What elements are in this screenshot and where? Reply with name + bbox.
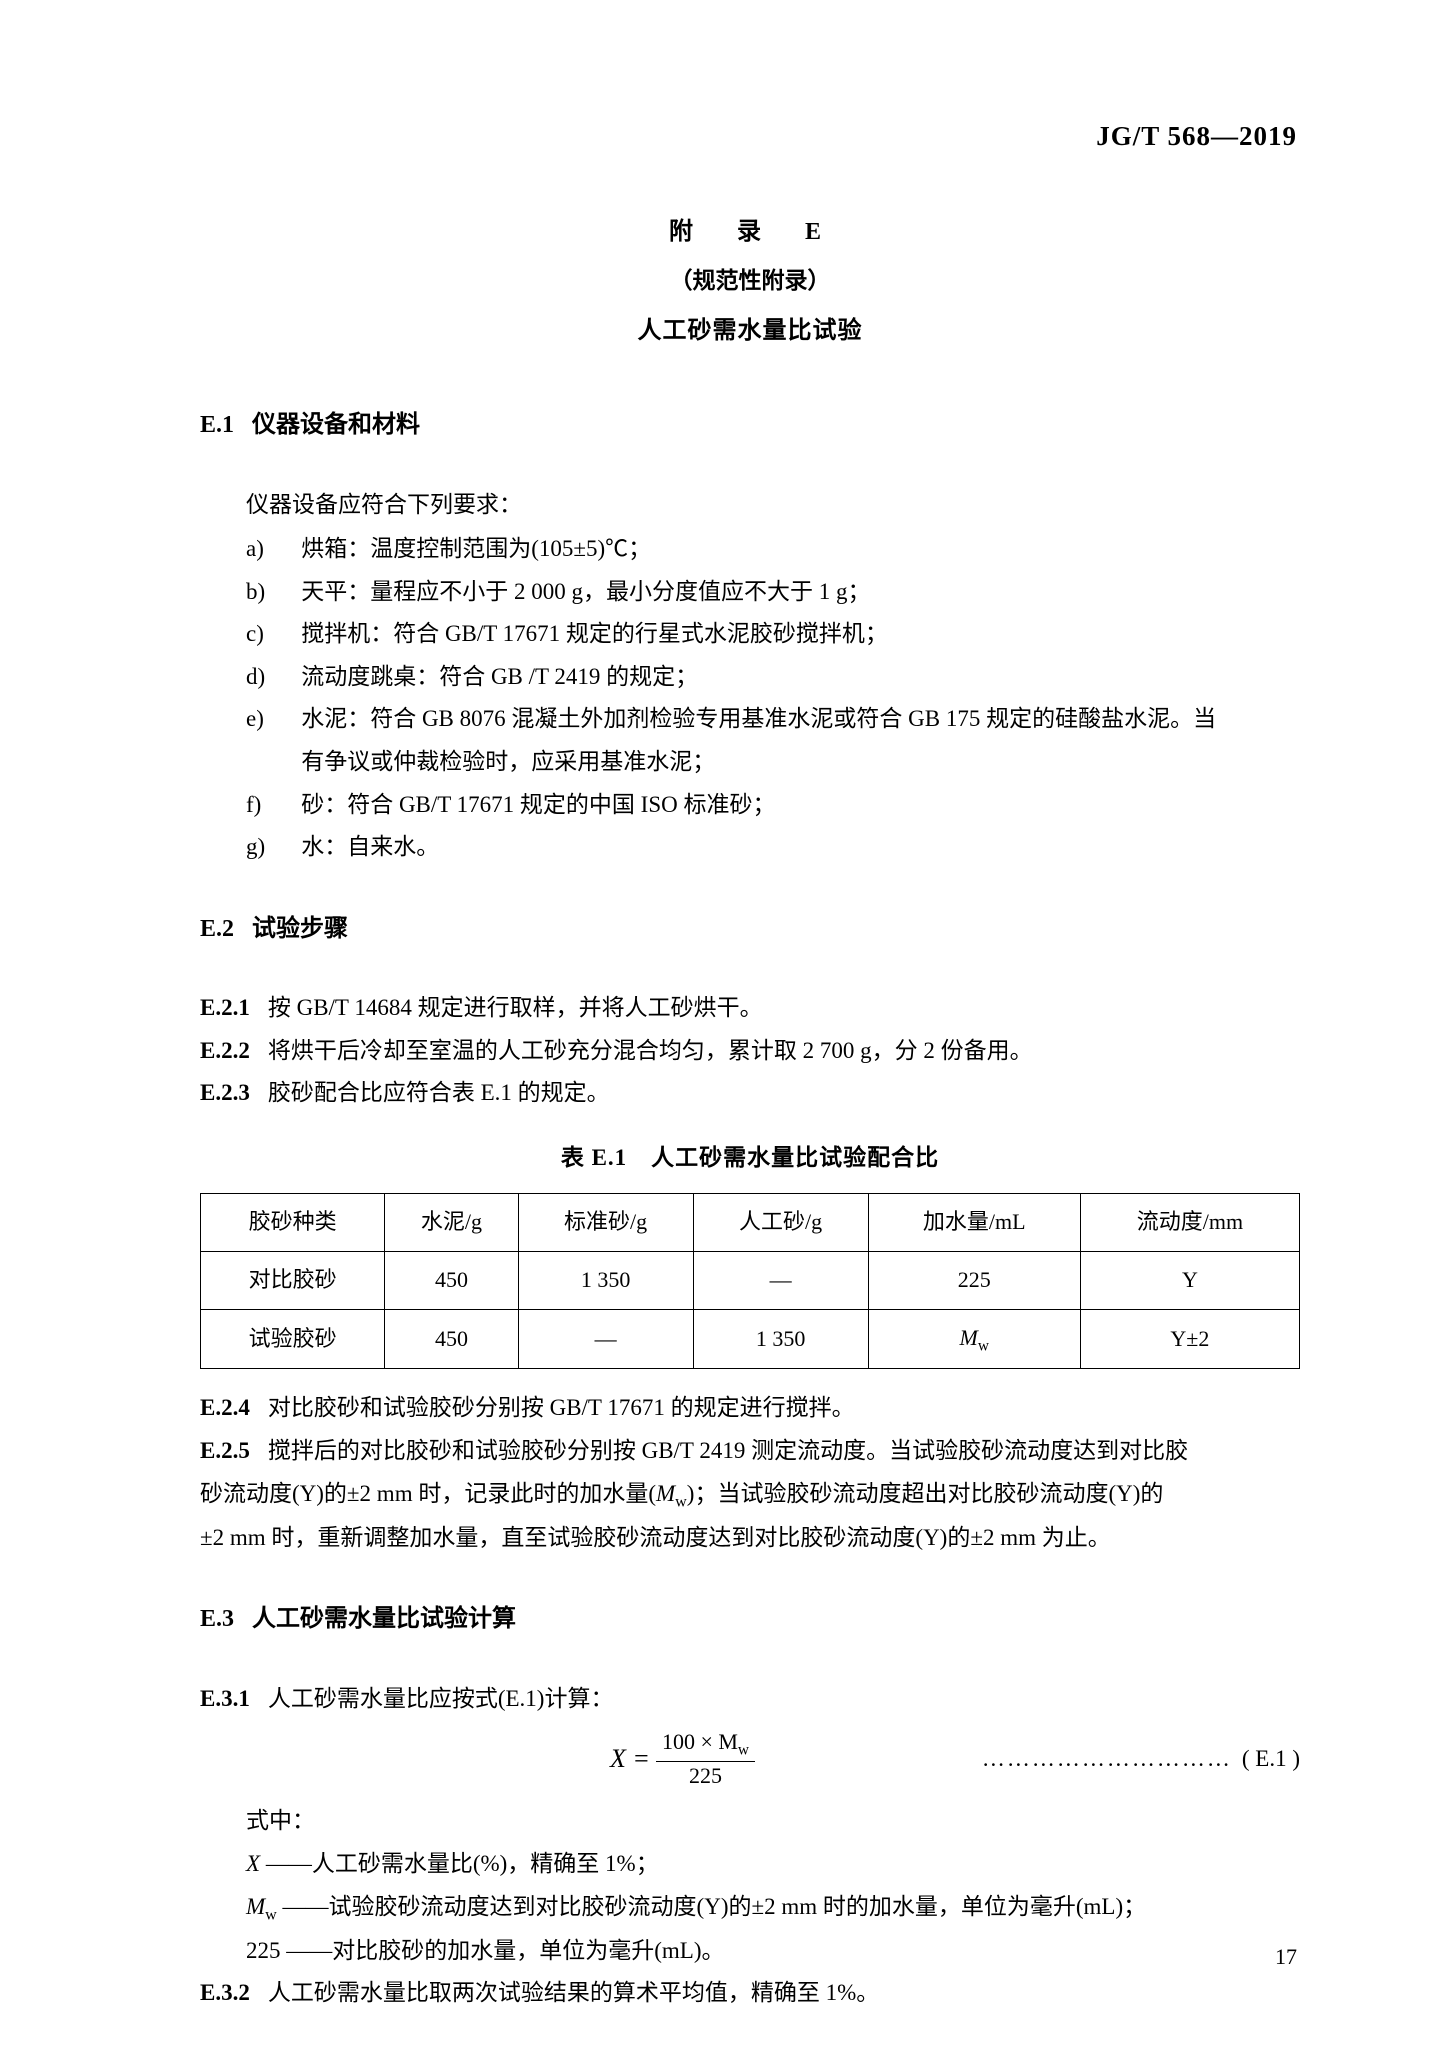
e2-5-line2: 砂流动度(Y)的±2 mm 时，记录此时的加水量(Mw)；当试验胶砂流动度超出对… [200, 1473, 1300, 1517]
e1-item-b: b)天平：量程应不小于 2 000 g，最小分度值应不大于 1 g； [200, 571, 1300, 614]
e1-item-f: f)砂：符合 GB/T 17671 规定的中国 ISO 标准砂； [200, 784, 1300, 827]
appendix-letter: 附 录 E [200, 210, 1300, 254]
e1-item-e-cont: 有争议或仲裁检验时，应采用基准水泥； [200, 741, 1300, 784]
col-water: 加水量/mL [868, 1194, 1080, 1252]
page-number: 17 [1275, 1937, 1297, 1978]
formula-label: ( E.1 ) [1242, 1738, 1300, 1781]
e1-item-g: g)水：自来水。 [200, 826, 1300, 869]
formula-dots: ………………………… [755, 1738, 1242, 1781]
def-mw: Mw ——试验胶砂流动度达到对比胶砂流动度(Y)的±2 mm 时的加水量，单位为… [200, 1886, 1300, 1930]
section-num: E.3 [200, 1606, 234, 1632]
e1-intro: 仪器设备应符合下列要求： [200, 484, 1300, 527]
table-header-row: 胶砂种类 水泥/g 标准砂/g 人工砂/g 加水量/mL 流动度/mm [201, 1194, 1300, 1252]
e3-1: E.3.1人工砂需水量比应按式(E.1)计算： [200, 1678, 1300, 1721]
e1-item-c: c)搅拌机：符合 GB/T 17671 规定的行星式水泥胶砂搅拌机； [200, 613, 1300, 656]
e1-item-d: d)流动度跳桌：符合 GB /T 2419 的规定； [200, 656, 1300, 699]
e2-5: E.2.5搅拌后的对比胶砂和试验胶砂分别按 GB/T 2419 测定流动度。当试… [200, 1430, 1300, 1473]
e2-4: E.2.4对比胶砂和试验胶砂分别按 GB/T 17671 的规定进行搅拌。 [200, 1387, 1300, 1430]
fraction: 100 × Mw 225 [656, 1728, 755, 1790]
e1-item-a: a)烘箱：温度控制范围为(105±5)℃； [200, 528, 1300, 571]
section-num: E.1 [200, 412, 234, 438]
def-225: 225 ——对比胶砂的加水量，单位为毫升(mL)。 [200, 1930, 1300, 1973]
e3-2: E.3.2人工砂需水量比取两次试验结果的算术平均值，精确至 1%。 [200, 1972, 1300, 2015]
e2-2: E.2.2将烘干后冷却至室温的人工砂充分混合均匀，累计取 2 700 g，分 2… [200, 1030, 1300, 1073]
appendix-type: （规范性附录） [200, 260, 1300, 303]
e2-1: E.2.1按 GB/T 14684 规定进行取样，并将人工砂烘干。 [200, 987, 1300, 1030]
where-label: 式中： [200, 1800, 1300, 1843]
page-content: 附 录 E （规范性附录） 人工砂需水量比试验 E.1 仪器设备和材料 仪器设备应… [200, 210, 1300, 2015]
doc-code: JG/T 568—2019 [1096, 112, 1297, 162]
formula-expr: X = 100 × Mw 225 [610, 1728, 755, 1790]
section-e1-heading: E.1 仪器设备和材料 [200, 403, 1300, 447]
def-x: X ——人工砂需水量比(%)，精确至 1%； [200, 1843, 1300, 1886]
e1-item-e: e)水泥：符合 GB 8076 混凝土外加剂检验专用基准水泥或符合 GB 175… [200, 698, 1300, 741]
formula-e1: X = 100 × Mw 225 ………………………… ( E.1 ) [200, 1728, 1300, 1790]
col-stdsand: 标准砂/g [518, 1194, 693, 1252]
col-flow: 流动度/mm [1080, 1194, 1299, 1252]
table-row: 试验胶砂 450 — 1 350 Mw Y±2 [201, 1309, 1300, 1369]
col-type: 胶砂种类 [201, 1194, 385, 1252]
col-mansand: 人工砂/g [693, 1194, 868, 1252]
table-row: 对比胶砂 450 1 350 — 225 Y [201, 1251, 1300, 1309]
section-e2-heading: E.2 试验步骤 [200, 907, 1300, 951]
section-text: 试验步骤 [252, 916, 348, 942]
col-cement: 水泥/g [385, 1194, 518, 1252]
section-num: E.2 [200, 916, 234, 942]
e2-3: E.2.3胶砂配合比应符合表 E.1 的规定。 [200, 1072, 1300, 1115]
section-e3-heading: E.3 人工砂需水量比试验计算 [200, 1597, 1300, 1641]
section-text: 人工砂需水量比试验计算 [252, 1606, 516, 1632]
e2-5-line3: ±2 mm 时，重新调整加水量，直至试验胶砂流动度达到对比胶砂流动度(Y)的±2… [200, 1517, 1300, 1560]
table-caption: 表 E.1 人工砂需水量比试验配合比 [200, 1137, 1300, 1180]
mix-ratio-table: 胶砂种类 水泥/g 标准砂/g 人工砂/g 加水量/mL 流动度/mm 对比胶砂… [200, 1193, 1300, 1369]
appendix-title: 人工砂需水量比试验 [200, 309, 1300, 353]
section-text: 仪器设备和材料 [252, 412, 420, 438]
